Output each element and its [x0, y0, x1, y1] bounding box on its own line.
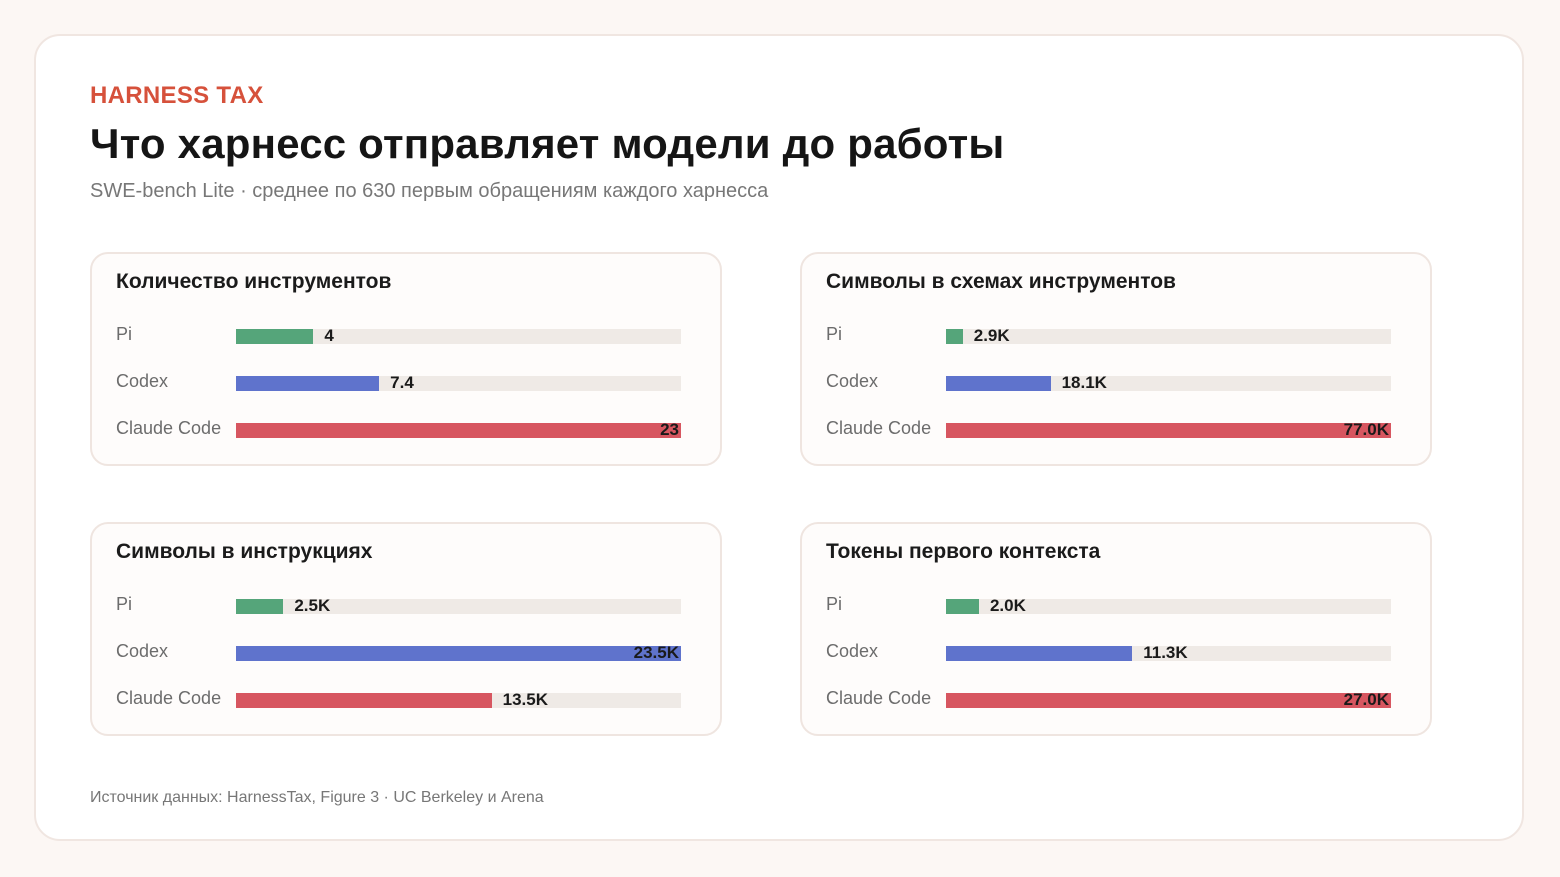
- source-note: Источник данных: HarnessTax, Figure 3 · …: [90, 789, 544, 806]
- category-label: Pi: [826, 324, 843, 344]
- category-label: Claude Code: [826, 418, 932, 438]
- category-label: Pi: [826, 594, 843, 614]
- chart-panel-first-context-tokens: Токены первого контекста Pi 2.0K Codex 11.3…: [800, 522, 1432, 736]
- bar: [236, 599, 284, 614]
- bar-track: 2.0K: [946, 596, 1391, 615]
- category-label: Claude Code: [116, 688, 222, 708]
- bar-value-label: 7.4: [390, 373, 414, 392]
- bar-row: Claude Code 27.0K: [802, 688, 1430, 710]
- bar-track: 77.0K: [946, 420, 1391, 439]
- category-label: Pi: [116, 594, 133, 614]
- category-label: Claude Code: [826, 688, 932, 708]
- chart-title: Количество инструментов: [116, 270, 392, 293]
- bar-track: 13.5K: [236, 690, 681, 709]
- bar-value-label: 23: [660, 420, 679, 439]
- bar-row: Codex 7.4: [92, 371, 720, 393]
- bar-track: 27.0K: [946, 690, 1391, 709]
- bar-value-label: 2.5K: [294, 596, 331, 615]
- page-title: Что харнесс отправляет модели до работы: [90, 120, 1005, 167]
- bar-row: Pi 2.5K: [92, 594, 720, 616]
- category-label: Codex: [116, 641, 169, 661]
- bar-value-label: 27.0K: [1343, 690, 1389, 709]
- bar: [236, 376, 380, 391]
- bar-value-label: 11.3K: [1143, 643, 1188, 662]
- bar-row: Claude Code 77.0K: [802, 418, 1430, 440]
- bar: [946, 423, 1391, 438]
- chart-panel-schema-chars: Символы в схемах инструментов Pi 2.9K Code…: [800, 252, 1432, 466]
- bar: [946, 329, 963, 344]
- bar-value-label: 2.0K: [989, 596, 1026, 615]
- bar-row: Claude Code 23: [92, 418, 720, 440]
- category-label: Codex: [826, 371, 879, 391]
- bar: [236, 646, 681, 661]
- bar-track: 11.3K: [946, 643, 1391, 662]
- bar-value-label: 77.0K: [1343, 420, 1389, 439]
- category-label: Pi: [116, 324, 133, 344]
- bar: [946, 376, 1051, 391]
- bar-value-label: 4: [324, 326, 334, 345]
- bar: [236, 329, 314, 344]
- bar-track: 18.1K: [946, 373, 1391, 392]
- bar-row: Codex 18.1K: [802, 371, 1430, 393]
- bar-value-label: 23.5K: [633, 643, 679, 662]
- category-label: Claude Code: [116, 418, 222, 438]
- bar-track: 2.9K: [946, 326, 1391, 345]
- bar-row: Pi 2.0K: [802, 594, 1430, 616]
- chart-title: Символы в инструкциях: [116, 540, 373, 563]
- bar-value-label: 18.1K: [1061, 373, 1107, 392]
- bar-track: 7.4: [236, 373, 681, 392]
- bar: [236, 693, 492, 708]
- bar-value-label: 13.5K: [502, 690, 548, 709]
- chart-panel-tool-count: Количество инструментов Pi 4 Codex 7.4 Claud…: [90, 252, 722, 466]
- bar: [946, 693, 1391, 708]
- page-subtitle: SWE-bench Lite · среднее по 630 первым о…: [90, 180, 769, 202]
- bar-row: Pi 4: [92, 324, 720, 346]
- bar-row: Codex 11.3K: [802, 641, 1430, 663]
- bar-row: Pi 2.9K: [802, 324, 1430, 346]
- bar: [236, 423, 681, 438]
- bar-track: 4: [236, 326, 681, 345]
- bar-track: 23.5K: [236, 643, 681, 662]
- eyebrow-label: HARNESS TAX: [90, 82, 264, 109]
- chart-panel-instruction-chars: Символы в инструкциях Pi 2.5K Codex 23.5K Cl…: [90, 522, 722, 736]
- chart-title: Токены первого контекста: [826, 540, 1101, 563]
- chart-title: Символы в схемах инструментов: [826, 270, 1176, 293]
- bar: [946, 599, 979, 614]
- category-label: Codex: [826, 641, 879, 661]
- category-label: Codex: [116, 371, 169, 391]
- bar: [946, 646, 1133, 661]
- bar-row: Codex 23.5K: [92, 641, 720, 663]
- bar-row: Claude Code 13.5K: [92, 688, 720, 710]
- bar-track: 2.5K: [236, 596, 681, 615]
- bar-value-label: 2.9K: [973, 326, 1010, 345]
- bar-track: 23: [236, 420, 681, 439]
